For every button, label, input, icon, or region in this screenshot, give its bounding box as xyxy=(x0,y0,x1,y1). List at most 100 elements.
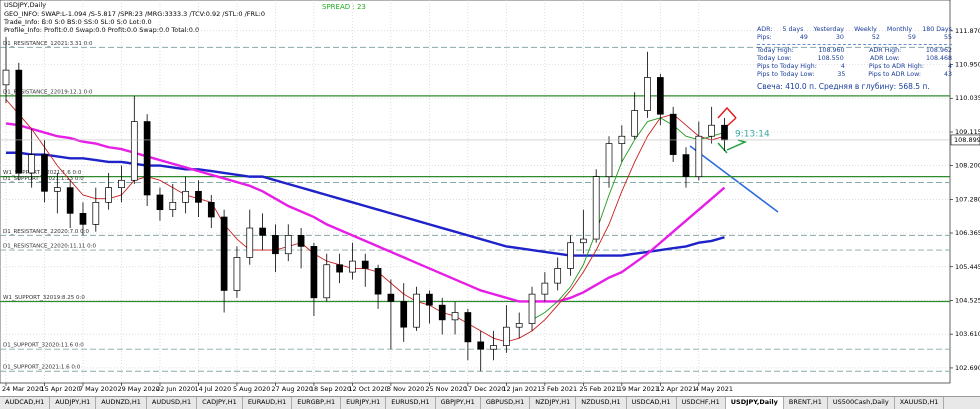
panel-cell: 180 Days xyxy=(922,26,952,33)
x-tick-label: 18 Sep 2020 xyxy=(310,385,351,393)
candle-body xyxy=(79,212,87,225)
panel-cell: ADR High: xyxy=(869,47,902,54)
panel-cell: 4 xyxy=(947,63,952,70)
tab[interactable]: NZDUSD,H1 xyxy=(576,397,627,409)
panel-cell: 30 xyxy=(835,34,844,41)
tab[interactable]: EURUSD,H1 xyxy=(386,397,436,409)
level-label: D1_RESISTANCE_22020:7.0 0:0 xyxy=(3,229,89,235)
moving-average xyxy=(531,117,725,321)
tab[interactable]: BRENT,H1 xyxy=(784,397,828,409)
x-tick-label: 22 Jun 2020 xyxy=(156,385,195,393)
y-tick-label: 110.950 xyxy=(955,61,980,69)
y-tick-label: 108.200 xyxy=(955,162,980,170)
level-label: D1_RESISTANCE_22019:12.1 0:0 xyxy=(3,89,93,95)
candle-body xyxy=(156,194,164,211)
x-tick-label: 27 Aug 2020 xyxy=(271,385,313,393)
tab[interactable]: CADJPY,H1 xyxy=(197,397,243,409)
x-tick-label: 3 Feb 2021 xyxy=(541,385,577,393)
panel-row: ADR: 5 days Yesterday Weekly Monthly 180 Days xyxy=(757,26,952,34)
candle-body xyxy=(41,154,48,192)
tab[interactable]: XAUUSD,H1 xyxy=(895,397,945,409)
level-label: W1_SUPPORT_32019:8.25 0:0 xyxy=(3,295,85,301)
candle-body xyxy=(130,121,138,181)
plot-area xyxy=(0,0,951,384)
candle-body xyxy=(451,312,459,321)
x-tick-label: 7 May 2020 xyxy=(79,385,117,393)
tab[interactable]: GBPJPY,H1 xyxy=(436,397,481,409)
tab[interactable]: EURAUD,H1 xyxy=(243,397,293,409)
y-tick-label: 105.445 xyxy=(955,263,980,271)
panel-row: Pips to Today Low: 35 Pips to ADR Low: 43 xyxy=(757,71,952,79)
tab[interactable]: GBPUSD,H1 xyxy=(481,397,531,409)
panel-cell: Monthly xyxy=(886,26,913,33)
candle-body xyxy=(105,187,112,203)
panel-cell: Pips to Today High: xyxy=(757,63,817,70)
tab[interactable]: NZDJPY,H1 xyxy=(530,397,577,409)
x-tick-label: 29 May 2020 xyxy=(117,385,159,393)
tab[interactable]: EURJPY,H1 xyxy=(341,397,387,409)
candle-body xyxy=(426,293,433,306)
tab[interactable]: US500Cash,Daily xyxy=(828,397,895,409)
panel-cell: 108.960 xyxy=(818,47,845,54)
candle-body xyxy=(297,235,305,247)
candle-body xyxy=(53,187,61,192)
panel-row: Pips to Today High: 4 Pips to ADR High: 4 xyxy=(757,63,952,71)
info-line: GEO_INFO: SWAP:L-1.094 /S-5.817 /SPR:23 … xyxy=(4,10,265,18)
x-tick-label: 12 Apr 2021 xyxy=(656,385,696,393)
chart: USDJPY,Daily GEO_INFO: SWAP:L-1.094 /S-5… xyxy=(0,0,980,393)
panel-cell: ADR: xyxy=(757,26,773,33)
candle-body xyxy=(284,235,292,255)
arrow-up xyxy=(726,117,737,127)
candle-body xyxy=(605,143,613,177)
y-tick-label: 103.610 xyxy=(955,330,980,338)
candle-body xyxy=(336,264,343,273)
x-tick-label: 3 Nov 2020 xyxy=(387,385,425,393)
y-tick-label: 104.525 xyxy=(955,297,980,305)
panel-cell: Pips to ADR Low: xyxy=(868,71,922,78)
candle-body xyxy=(644,77,651,111)
panel-cell: Weekly xyxy=(854,26,877,33)
info-line: Trade_Info: B:0 S:0 BS:0 SS:0 SL:0 S:0 L… xyxy=(3,18,152,26)
y-tick-label: 110.035 xyxy=(955,94,980,102)
panel-cell: 108.962 xyxy=(925,47,952,54)
candle-body xyxy=(233,257,241,291)
y-tick-label: 109.115 xyxy=(955,128,980,136)
candle-body xyxy=(323,264,331,299)
candle-body xyxy=(259,227,266,236)
tab[interactable]: USDCHF,H1 xyxy=(677,397,726,409)
x-tick-label: 12 Oct 2020 xyxy=(348,385,388,393)
tab[interactable]: EURGBP,H1 xyxy=(292,397,342,409)
x-tick-label: 4 May 2021 xyxy=(695,385,733,393)
panel-row: Pips: 49 30 52 59 55 xyxy=(757,34,952,42)
panel-cell: Pips: xyxy=(757,34,772,41)
candle-body xyxy=(541,282,549,295)
y-tick-label: 106.365 xyxy=(955,229,980,237)
tab[interactable]: USDCAD,H1 xyxy=(627,397,677,409)
spread: SPREAD : 23 xyxy=(322,3,366,11)
current-price-label: 108.899 xyxy=(954,136,980,144)
candle-body xyxy=(195,190,202,203)
current-price-box xyxy=(950,134,980,146)
candle-body xyxy=(143,121,151,196)
candle-body xyxy=(413,293,420,328)
candle-body xyxy=(246,227,254,258)
candle-body xyxy=(118,179,125,188)
candle-body xyxy=(349,260,356,273)
tab[interactable]: AUDNZD,H1 xyxy=(96,397,147,409)
tab[interactable]: USDJPY,Daily xyxy=(725,397,784,409)
panel-cell: 108.550 xyxy=(817,55,844,62)
info-panel: ADR: 5 days Yesterday Weekly Monthly 180 Days… xyxy=(757,26,952,91)
candle-body xyxy=(592,176,600,240)
panel-cell: ADR Low: xyxy=(869,55,900,62)
panel-separator xyxy=(757,44,952,45)
tab[interactable]: AUDJPY,H1 xyxy=(50,397,97,409)
arrow-down xyxy=(726,139,748,151)
tab[interactable]: AUDCAD,H1 xyxy=(0,397,51,409)
x-tick-label: 12 Jan 2021 xyxy=(502,385,541,393)
panel-cell: Pips to ADR High: xyxy=(868,63,924,70)
info-line: Profile_Info: Profit:0.0 Swap:0.0 Profit… xyxy=(4,26,199,34)
tab[interactable]: AUDUSD,H1 xyxy=(147,397,198,409)
candle-body xyxy=(528,293,536,324)
panel-cell: Today Low: xyxy=(757,55,792,62)
